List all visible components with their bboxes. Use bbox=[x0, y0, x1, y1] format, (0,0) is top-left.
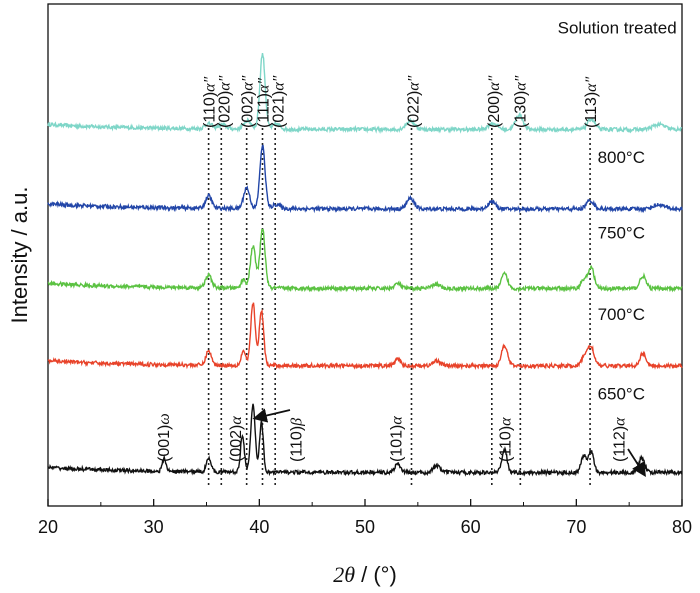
series-label-1: 800°C bbox=[598, 148, 645, 167]
x-tick-label-1: 30 bbox=[144, 517, 164, 537]
peak-label-bottom-3: (101)α bbox=[389, 416, 406, 462]
series-line-4 bbox=[47, 403, 683, 478]
peak-label-top-5: (022)α″ bbox=[406, 75, 423, 128]
peak-label-bottom-1: (002)α bbox=[228, 416, 245, 462]
peak-label-bottom-2: (110)β bbox=[288, 418, 305, 462]
peak-label-bottom-5: (112)α bbox=[612, 417, 629, 462]
peak-label-top-2: (002)α″ bbox=[240, 75, 257, 128]
arrow-110-beta bbox=[252, 408, 291, 423]
peak-label-top-3: (111)α″ bbox=[256, 78, 273, 128]
series-line-1 bbox=[47, 144, 683, 214]
peak-label-top-8: (113)α″ bbox=[583, 76, 600, 128]
x-axis-symbol: 2θ bbox=[333, 562, 355, 587]
peak-label-bottom-4: (110)α bbox=[497, 417, 514, 462]
series-label-0: Solution treated bbox=[558, 18, 677, 37]
x-tick-label-0: 20 bbox=[38, 517, 58, 537]
peak-label-top-7: (130)α″ bbox=[512, 75, 529, 128]
series-labels: Solution treated 800°C 750°C 700°C 650°C bbox=[558, 18, 677, 403]
series-label-3: 700°C bbox=[598, 305, 645, 324]
y-axis-label: Intensity / a.u. bbox=[7, 187, 32, 324]
arrow-112-alpha bbox=[627, 448, 646, 478]
x-tick-label-3: 50 bbox=[355, 517, 375, 537]
peak-label-top-6: (200)α″ bbox=[486, 75, 503, 128]
peak-label-top-0: (110)α″ bbox=[202, 76, 219, 128]
x-tick-label-6: 80 bbox=[672, 517, 692, 537]
top-peak-annotations: (110)α″(020)α″ (002)α″(111)α″(021)α″ (022)… bbox=[202, 75, 600, 128]
series-group bbox=[47, 52, 683, 478]
x-tick-label-2: 40 bbox=[249, 517, 269, 537]
peak-label-top-4: (021)α″ bbox=[270, 75, 287, 128]
peak-label-bottom-0: (001)ω bbox=[156, 413, 173, 462]
x-tick-label-5: 70 bbox=[566, 517, 586, 537]
series-label-4: 650°C bbox=[598, 384, 645, 403]
x-tick-label-4: 60 bbox=[461, 517, 481, 537]
x-axis: 20 30 40 50 60 70 80 bbox=[38, 499, 692, 537]
series-label-2: 750°C bbox=[598, 223, 645, 242]
x-axis-label: 2θ / (°) bbox=[333, 562, 397, 587]
peak-label-top-1: (020)α″ bbox=[216, 75, 233, 128]
bottom-peak-annotations: (001)ω (002)α (110)β (101)α (110)α (112)α bbox=[156, 413, 628, 462]
series-line-2 bbox=[47, 228, 683, 293]
annotation-arrows bbox=[252, 408, 646, 478]
series-line-3 bbox=[47, 302, 683, 371]
x-axis-unit: / (°) bbox=[355, 562, 397, 587]
series-line-0 bbox=[47, 52, 683, 135]
